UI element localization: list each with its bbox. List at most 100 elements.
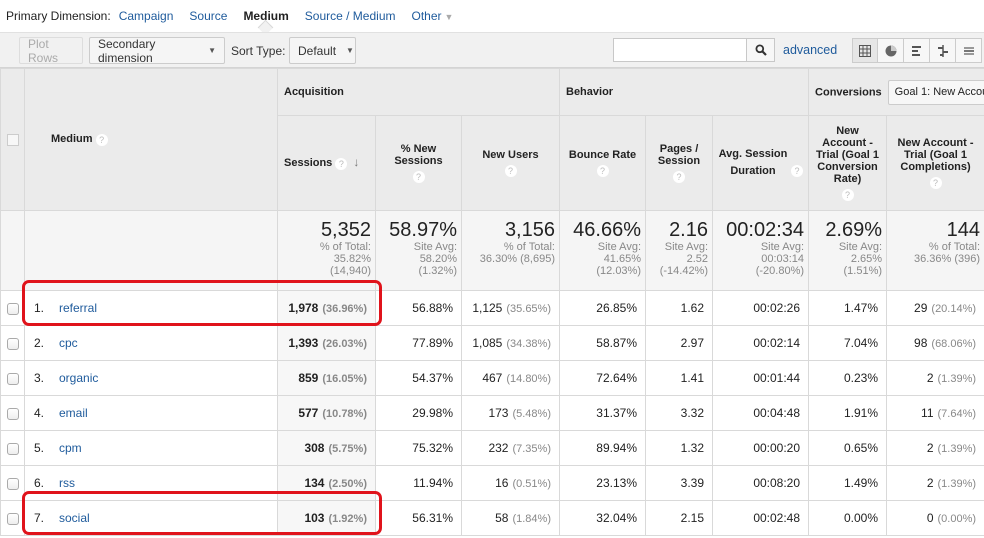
dimension-campaign[interactable]: Campaign [118, 9, 174, 23]
medium-link[interactable]: referral [59, 301, 98, 315]
sort-type-dropdown[interactable]: Default ▼ [289, 37, 356, 64]
row-index: 3. [34, 371, 45, 385]
conv-rate-value: 0.65% [808, 430, 888, 466]
completions-pct: (7.64%) [937, 408, 977, 420]
row-index: 1. [34, 301, 45, 315]
row-checkbox[interactable] [6, 442, 19, 455]
bounce-rate-value: 32.04% [559, 500, 646, 536]
pages-session-value: 2.97 [645, 325, 713, 361]
avg-duration-value: 00:02:26 [711, 290, 810, 326]
sessions-pct: (1.92%) [328, 513, 367, 525]
help-icon[interactable]: ? [841, 189, 854, 201]
help-icon[interactable]: ? [791, 165, 804, 178]
pages-session-value: 2.15 [645, 500, 713, 536]
row-checkbox[interactable] [6, 372, 19, 385]
comparison-view-icon [937, 44, 948, 57]
dimension-other[interactable]: Other ▼ [411, 9, 453, 23]
advanced-filter-link[interactable]: advanced [783, 43, 838, 57]
row-checkbox[interactable] [6, 512, 19, 525]
pivot-view-icon [963, 46, 974, 55]
help-icon[interactable]: ? [335, 157, 348, 170]
medium-link[interactable]: cpm [59, 441, 82, 455]
row-index: 5. [34, 441, 45, 455]
sessions-column-header[interactable]: Sessions ? ↓ [277, 115, 376, 211]
chevron-down-icon: ▼ [346, 46, 354, 55]
pages-session-value: 3.32 [645, 395, 713, 431]
bounce-rate-value: 23.13% [559, 465, 646, 501]
total-sessions: 5,352% of Total: 35.82% (14,940) [277, 210, 376, 291]
plot-rows-button[interactable]: Plot Rows [19, 37, 83, 65]
pivot-view-button[interactable] [956, 38, 982, 63]
table-view-button[interactable] [852, 38, 878, 63]
select-all-checkbox[interactable] [6, 133, 19, 146]
secondary-dimension-dropdown[interactable]: Secondary dimension ▼ [89, 37, 225, 65]
pct-new-sessions-column-header[interactable]: % New Sessions? [375, 115, 462, 211]
pages-session-value: 1.62 [645, 290, 713, 326]
help-icon[interactable]: ? [504, 165, 517, 177]
sort-descending-icon[interactable]: ↓ [353, 155, 360, 170]
sessions-pct: (10.78%) [322, 408, 367, 420]
completions-pct: (0.00%) [937, 513, 977, 525]
sessions-value: 1,393 [288, 336, 319, 350]
performance-view-button[interactable] [904, 38, 930, 63]
goal-select-dropdown[interactable]: Goal 1: New Account - Trial [887, 79, 984, 105]
completions-column-header[interactable]: New Account - Trial (Goal 1 Completions)… [886, 115, 984, 211]
total-conv-rate: 2.69% Site Avg: 2.65% (1.51%) [808, 210, 888, 291]
sessions-value: 577 [298, 406, 319, 420]
row-checkbox[interactable] [6, 337, 19, 350]
conv-rate-column-header[interactable]: New Account - Trial (Goal 1 Conversion R… [808, 115, 888, 211]
help-icon[interactable]: ? [929, 177, 942, 189]
avg-duration-value: 00:08:20 [711, 465, 810, 501]
avg-duration-value: 00:02:14 [711, 325, 810, 361]
medium-column-header[interactable]: Medium ? [24, 68, 278, 211]
help-icon[interactable]: ? [596, 165, 609, 177]
help-icon[interactable]: ? [673, 171, 685, 183]
medium-link[interactable]: rss [59, 476, 75, 490]
row-index: 6. [34, 476, 45, 490]
sessions-pct: (2.50%) [328, 478, 367, 490]
pct-new-sessions-value: 77.89% [375, 325, 462, 361]
completions-header-label: New Account - Trial (Goal 1 Completions) [897, 137, 974, 173]
bounce-rate-column-header[interactable]: Bounce Rate? [559, 115, 646, 211]
dimension-other-label: Other [411, 9, 442, 23]
table-view-icon [859, 44, 871, 57]
completions-value: 2 [926, 441, 934, 455]
sessions-header-label: Sessions [284, 157, 333, 170]
pie-view-button[interactable] [878, 38, 904, 63]
pages-session-column-header[interactable]: Pages / Session? [645, 115, 713, 211]
dimension-source-medium[interactable]: Source / Medium [304, 9, 396, 23]
pct-new-sessions-header-label: % New Sessions [394, 143, 443, 167]
sessions-pct: (16.05%) [322, 373, 367, 385]
sort-type-value: Default [298, 43, 337, 58]
pages-session-value: 1.41 [645, 360, 713, 396]
new-users-column-header[interactable]: New Users? [461, 115, 560, 211]
dimension-source[interactable]: Source [189, 9, 228, 23]
table-row: 3. organic 859 (16.05%) 54.37% 467 (14.80%)… [0, 360, 984, 396]
row-index: 4. [34, 406, 45, 420]
sessions-value: 134 [304, 476, 325, 490]
dimension-medium[interactable]: Medium [243, 9, 289, 23]
avg-duration-value: 00:02:48 [711, 500, 810, 536]
medium-link[interactable]: organic [59, 371, 99, 385]
help-icon[interactable]: ? [95, 133, 108, 146]
total-completions: 144% of Total: 36.36% (396) [886, 210, 984, 291]
comparison-view-button[interactable] [930, 38, 956, 63]
medium-link[interactable]: social [59, 511, 90, 525]
row-checkbox[interactable] [6, 302, 19, 315]
pages-session-value: 3.39 [645, 465, 713, 501]
table-row: 2. cpc 1,393 (26.03%) 77.89% 1,085 (34.38%)… [0, 325, 984, 361]
medium-link[interactable]: email [59, 406, 88, 420]
table-search-input[interactable] [613, 38, 747, 62]
help-icon[interactable]: ? [412, 171, 425, 183]
avg-duration-column-header[interactable]: Avg. Session Duration ? [711, 115, 810, 211]
totals-checkbox-cell [0, 210, 25, 291]
chevron-down-icon: ▼ [208, 46, 216, 55]
data-table: Medium ? Acquisition Behavior Conversion… [0, 68, 984, 536]
row-checkbox[interactable] [6, 477, 19, 490]
new-users-value: 1,125 [472, 301, 503, 315]
medium-link[interactable]: cpc [59, 336, 78, 350]
search-button[interactable] [747, 38, 775, 62]
row-checkbox[interactable] [6, 407, 19, 420]
bounce-rate-header-label: Bounce Rate [568, 149, 637, 161]
conv-rate-value: 0.23% [808, 360, 888, 396]
